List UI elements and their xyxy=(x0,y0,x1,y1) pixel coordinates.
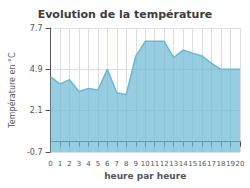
svg-text:17: 17 xyxy=(207,160,216,168)
svg-text:4: 4 xyxy=(86,160,91,168)
svg-text:4.9: 4.9 xyxy=(30,65,43,74)
svg-text:18: 18 xyxy=(217,160,226,168)
svg-text:-0.7: -0.7 xyxy=(27,148,43,157)
svg-text:20: 20 xyxy=(236,160,245,168)
svg-text:12: 12 xyxy=(160,160,169,168)
svg-text:9: 9 xyxy=(134,160,138,168)
svg-text:15: 15 xyxy=(188,160,197,168)
svg-text:2: 2 xyxy=(67,160,71,168)
svg-text:6: 6 xyxy=(105,160,110,168)
svg-text:7: 7 xyxy=(115,160,119,168)
svg-text:19: 19 xyxy=(226,160,235,168)
svg-text:Evolution de la température: Evolution de la température xyxy=(38,8,213,21)
svg-text:13: 13 xyxy=(169,160,178,168)
svg-text:16: 16 xyxy=(198,160,207,168)
svg-text:heure par heure: heure par heure xyxy=(104,171,186,181)
svg-text:14: 14 xyxy=(179,160,188,168)
svg-text:1: 1 xyxy=(58,160,62,168)
svg-text:8: 8 xyxy=(124,160,128,168)
svg-text:0: 0 xyxy=(48,160,52,168)
svg-text:11: 11 xyxy=(150,160,159,168)
svg-text:Température en °C: Température en °C xyxy=(7,52,17,129)
svg-text:3: 3 xyxy=(77,160,81,168)
svg-text:7.7: 7.7 xyxy=(30,24,43,33)
svg-text:10: 10 xyxy=(141,160,150,168)
svg-text:5: 5 xyxy=(96,160,100,168)
svg-text:2.1: 2.1 xyxy=(30,106,43,115)
